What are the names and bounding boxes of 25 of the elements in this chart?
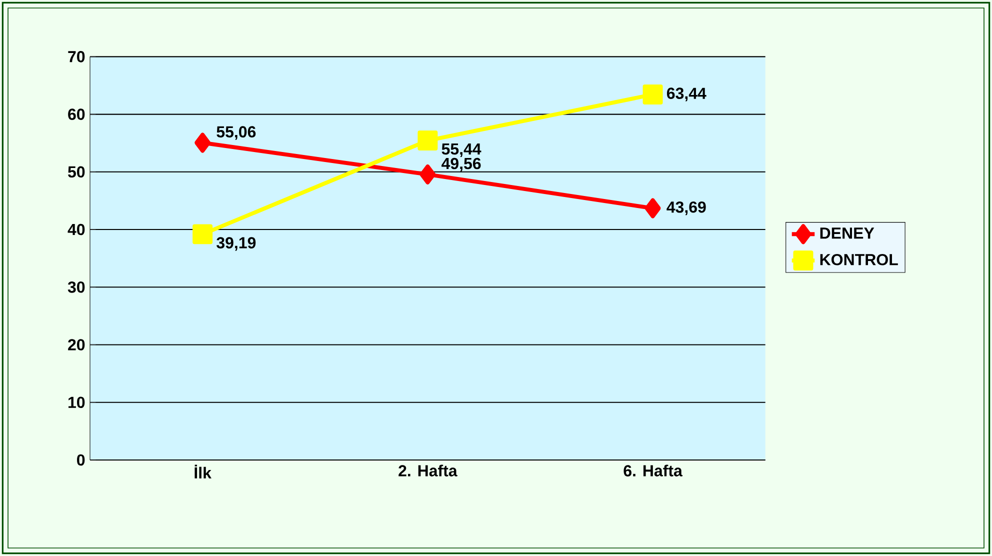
point bbox=[642, 84, 663, 104]
y-tick-label: 30 bbox=[68, 281, 85, 293]
point bbox=[192, 224, 213, 244]
data-label: 43,69 bbox=[666, 201, 706, 216]
point bbox=[418, 130, 438, 151]
y-tick-label: 20 bbox=[68, 339, 85, 350]
y-tick-label: 40 bbox=[68, 224, 85, 236]
point bbox=[420, 164, 436, 184]
x-tick-label: İlk bbox=[194, 464, 212, 478]
data-label: 39,19 bbox=[216, 237, 256, 251]
y-tick-label: 60 bbox=[68, 108, 85, 120]
y-tick-label: 10 bbox=[68, 396, 85, 408]
x-tick-label: 2. Hafta bbox=[398, 464, 458, 476]
point bbox=[644, 198, 661, 218]
point bbox=[194, 132, 211, 153]
y-tick-label: 0 bbox=[77, 454, 85, 466]
data-label: 55,06 bbox=[216, 126, 256, 140]
x-tick-label: 6. Hafta bbox=[624, 464, 682, 476]
y-tick-label: 70 bbox=[68, 51, 85, 62]
legend-label: KONTROL bbox=[820, 254, 898, 266]
y-tick-label: 50 bbox=[68, 166, 85, 178]
data-label: 63,44 bbox=[666, 88, 706, 102]
data-label: 49,56 bbox=[442, 158, 481, 172]
legend-label: DENEY bbox=[820, 228, 874, 239]
data-label: 55,44 bbox=[442, 144, 482, 157]
